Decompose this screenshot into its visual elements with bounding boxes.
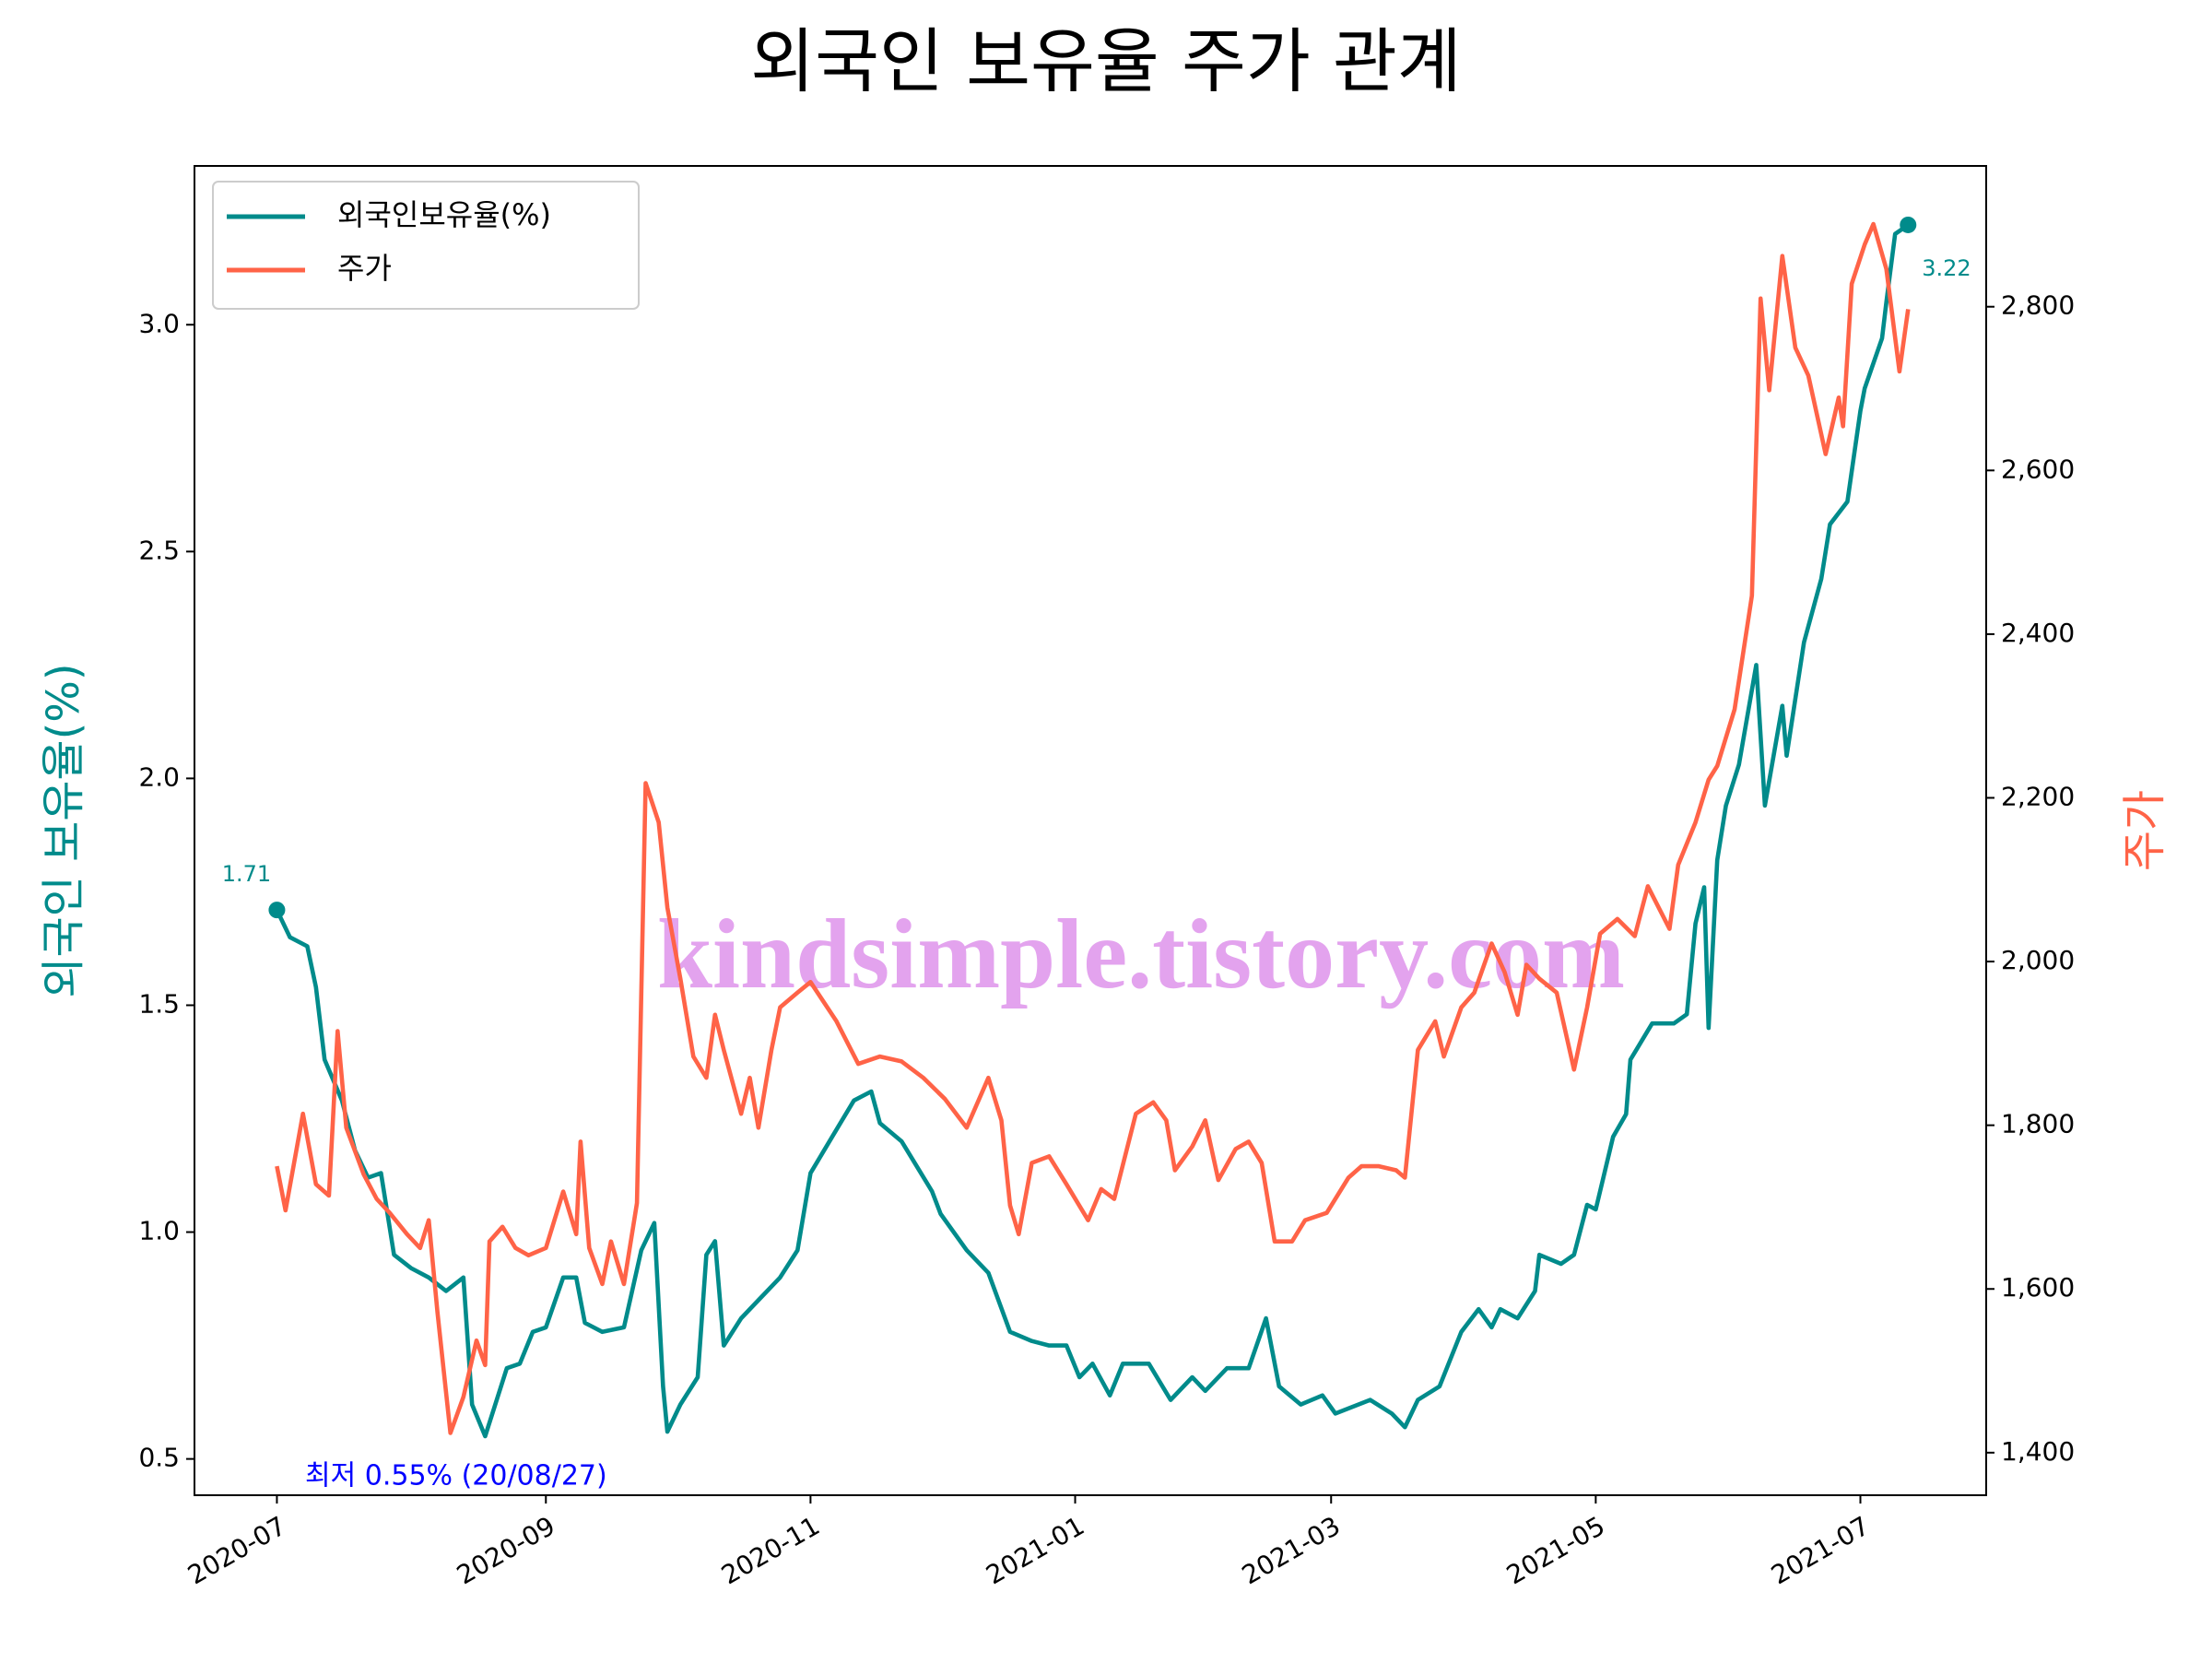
y2-tick-label: 2,400 — [2001, 618, 2075, 648]
end-marker — [268, 902, 286, 919]
y2-tick-label: 2,000 — [2001, 945, 2075, 975]
data-label: 3.22 — [1922, 255, 1971, 281]
data-label: 1.71 — [222, 861, 271, 887]
y2-tick-label: 2,600 — [2001, 454, 2075, 484]
x-tick-label: 2020-09 — [452, 1510, 560, 1590]
y-tick-label: 1.0 — [138, 1216, 180, 1246]
legend-box — [212, 181, 640, 310]
x-tick-label: 2021-03 — [1237, 1510, 1346, 1590]
y-tick-label: 0.5 — [138, 1443, 180, 1473]
x-tick-label: 2020-07 — [182, 1510, 291, 1590]
y2-tick-label: 1,400 — [2001, 1436, 2075, 1467]
y-tick-label: 2.0 — [138, 761, 180, 792]
x-tick-label: 2021-05 — [1501, 1510, 1610, 1590]
y2-axis-label: 주가 — [2119, 790, 2171, 871]
min-annotation: 최저 0.55% (20/08/27) — [305, 1460, 607, 1492]
y-tick-label: 1.5 — [138, 988, 180, 1019]
end-marker — [1900, 216, 1917, 233]
x-tick-label: 2021-01 — [981, 1510, 1089, 1590]
legend-label: 외국인보유율(%) — [337, 197, 551, 232]
legend-label: 주가 — [337, 251, 392, 286]
data-line — [275, 223, 1910, 1439]
x-tick-label: 2021-07 — [1766, 1510, 1875, 1590]
y-axis-label: 외국인 보유율(%) — [38, 663, 89, 997]
y2-tick-label: 2,800 — [2001, 290, 2075, 321]
x-tick-label: 2020-11 — [716, 1510, 825, 1590]
y2-tick-label: 2,200 — [2001, 781, 2075, 811]
y2-tick-label: 1,800 — [2001, 1109, 2075, 1139]
data-line — [275, 221, 1911, 1435]
y2-tick-label: 1,600 — [2001, 1272, 2075, 1303]
watermark: kindsimple.tistory.com — [657, 900, 1625, 1009]
axes-frame — [194, 165, 1987, 1496]
y-tick-label: 3.0 — [138, 308, 180, 338]
chart-title: 외국인 보유율 주가 관계 — [750, 20, 1462, 102]
y-tick-label: 2.5 — [138, 535, 180, 565]
